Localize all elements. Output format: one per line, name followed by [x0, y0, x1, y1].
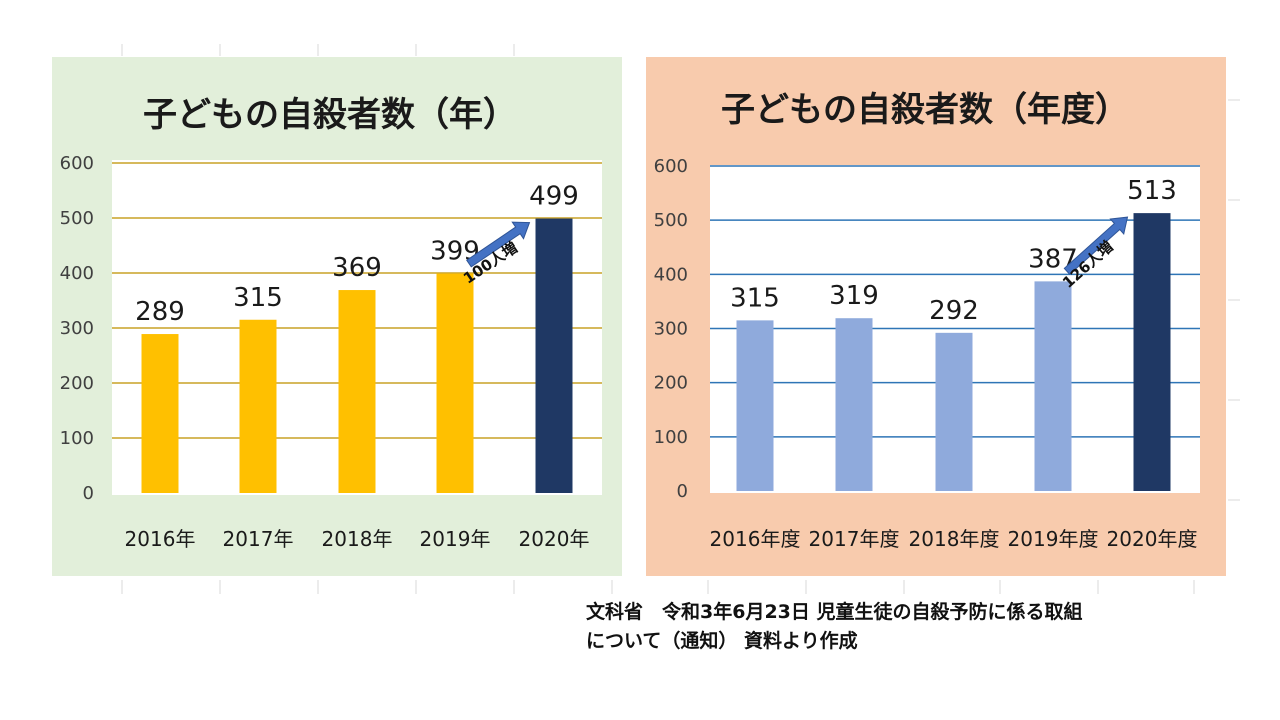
bar	[141, 334, 179, 493]
bar	[535, 218, 573, 494]
bar	[736, 320, 774, 491]
data-label: 319	[829, 281, 879, 311]
source-note-line-1: 文科省 令和3年6月23日 児童生徒の自殺予防に係る取組	[586, 601, 1083, 623]
data-label: 513	[1127, 176, 1177, 206]
chart-title: 子どもの自殺者数（年）	[143, 95, 517, 135]
source-note: 文科省 令和3年6月23日 児童生徒の自殺予防に係る取組 について（通知） 資料…	[586, 598, 1226, 656]
y-tick-label: 400	[654, 264, 688, 285]
x-tick-label: 2017年度	[809, 527, 900, 551]
x-tick-label: 2016年度	[710, 527, 801, 551]
y-tick-label: 400	[60, 263, 94, 284]
bar	[1034, 281, 1072, 491]
chart-panel-year: 子どもの自殺者数（年） 0 100 200 300 400 500 600 289 315 36…	[52, 57, 622, 576]
bar	[835, 318, 873, 491]
bar	[935, 332, 973, 491]
x-tick-label: 2016年	[125, 527, 196, 551]
x-tick-label: 2019年度	[1008, 527, 1099, 551]
y-tick-label: 600	[654, 156, 688, 177]
y-tick-label: 200	[60, 373, 94, 394]
x-tick-label: 2017年	[223, 527, 294, 551]
bar	[436, 273, 474, 493]
data-label: 369	[332, 253, 382, 283]
y-tick-label: 500	[60, 208, 94, 229]
chart-panel-fiscal-year: 子どもの自殺者数（年度） 0 100 200 300 400 500 600 315 319 2…	[646, 57, 1226, 576]
y-tick-label: 100	[654, 427, 688, 448]
y-tick-label: 100	[60, 428, 94, 449]
data-label: 315	[233, 283, 283, 313]
data-label: 289	[135, 297, 185, 327]
y-tick-label: 0	[83, 483, 94, 504]
increase-arrow-icon	[1063, 216, 1129, 276]
y-tick-label: 300	[60, 318, 94, 339]
increase-arrow-icon	[466, 221, 531, 268]
source-note-line-2: について（通知） 資料より作成	[586, 630, 858, 652]
y-tick-label: 0	[677, 481, 688, 502]
x-tick-label: 2020年	[519, 527, 590, 551]
y-tick-label: 300	[654, 319, 688, 340]
bar	[338, 290, 376, 493]
chart-title: 子どもの自殺者数（年度）	[721, 90, 1129, 130]
x-tick-label: 2018年度	[909, 527, 1000, 551]
x-tick-label: 2020年度	[1107, 527, 1198, 551]
bar	[1133, 213, 1171, 491]
x-tick-label: 2018年	[322, 527, 393, 551]
bar	[239, 319, 277, 493]
y-tick-label: 200	[654, 373, 688, 394]
x-tick-label: 2019年	[420, 527, 491, 551]
y-tick-label: 500	[654, 210, 688, 231]
data-label: 315	[730, 283, 780, 313]
data-label: 292	[929, 296, 979, 326]
y-tick-label: 600	[60, 153, 94, 174]
data-label: 499	[529, 182, 579, 212]
